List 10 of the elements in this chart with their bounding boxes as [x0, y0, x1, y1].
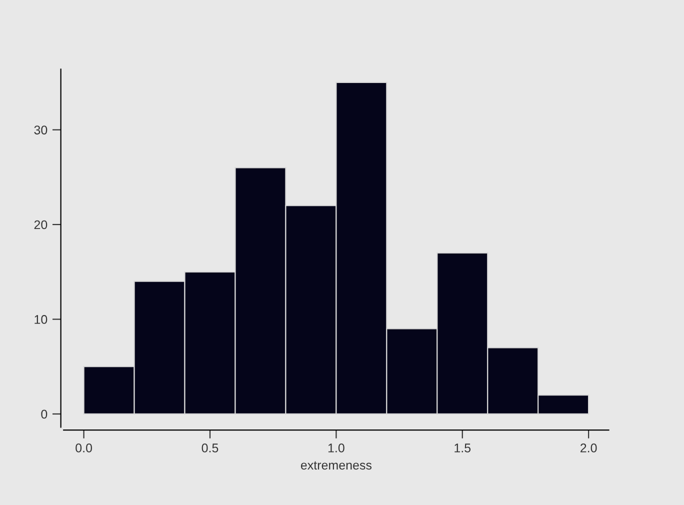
y-tick-label: 10 [34, 315, 48, 324]
y-tick-label: 30 [34, 126, 48, 134]
y-tick-label: 0 [41, 410, 48, 419]
x-axis-title: extremeness [300, 461, 372, 470]
y-tick-label: 20 [34, 220, 48, 230]
x-tick-label: 0.0 [76, 444, 92, 452]
x-tick-label: 1.5 [454, 444, 471, 452]
x-tick-label: 2.0 [580, 444, 597, 452]
x-tick-label: 1.0 [328, 444, 344, 452]
x-tick-label: 0.5 [202, 444, 218, 452]
